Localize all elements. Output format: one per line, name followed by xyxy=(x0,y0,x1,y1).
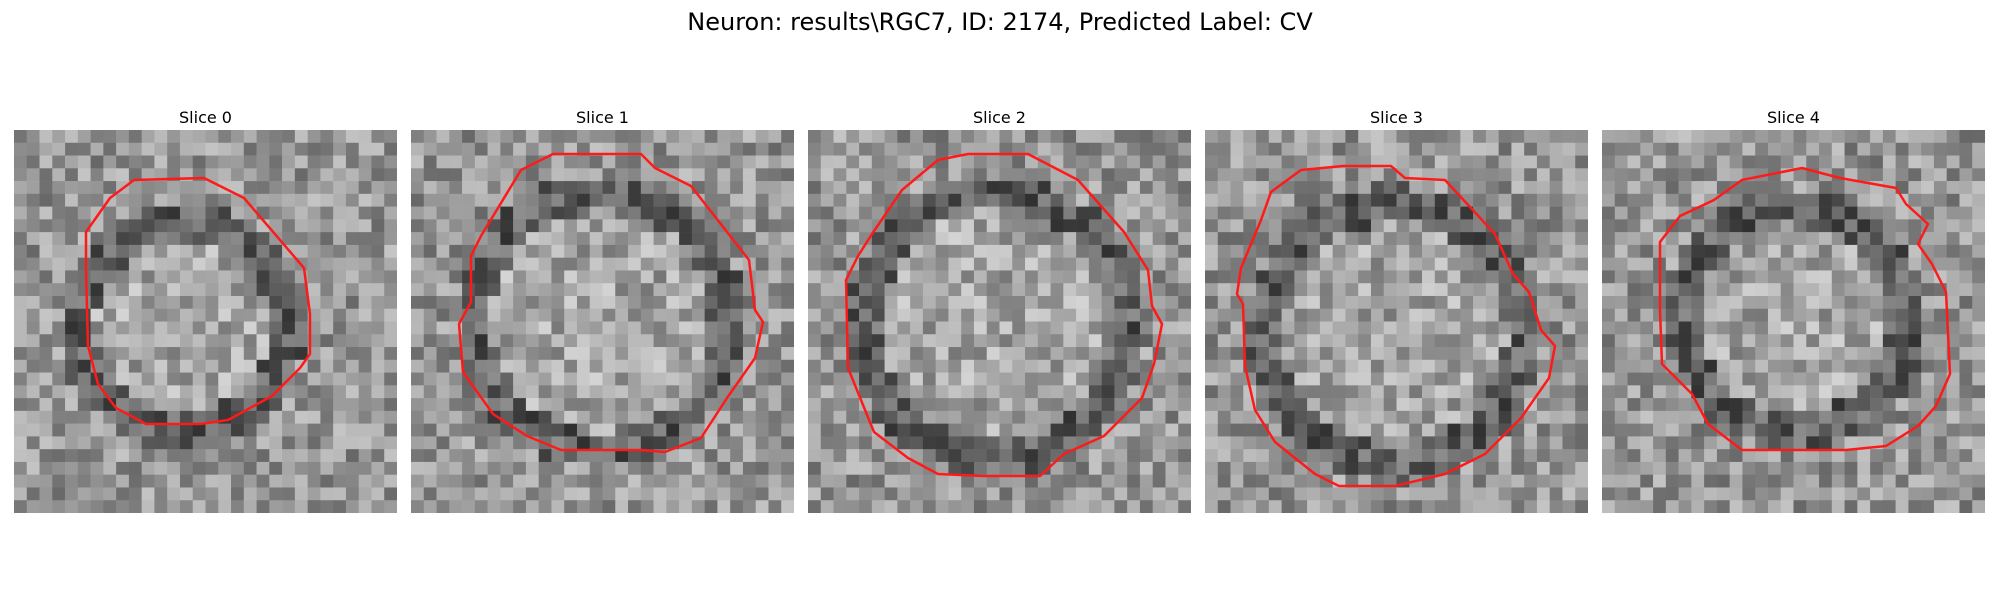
slice-image-3 xyxy=(1205,130,1588,513)
slice-panel-0: Slice 0 xyxy=(14,108,397,513)
slice-panel-2: Slice 2 xyxy=(808,108,1191,513)
figure-title: Neuron: results\RGC7, ID: 2174, Predicte… xyxy=(0,6,2000,38)
slice-title-2: Slice 2 xyxy=(808,108,1191,130)
slice-title-1: Slice 1 xyxy=(411,108,794,130)
slice-image-1 xyxy=(411,130,794,513)
slice-title-3: Slice 3 xyxy=(1205,108,1588,130)
slice-panel-1: Slice 1 xyxy=(411,108,794,513)
slice-pixels-1 xyxy=(411,130,794,513)
slice-image-2 xyxy=(808,130,1191,513)
slice-pixels-0 xyxy=(14,130,397,513)
slice-pixels-2 xyxy=(808,130,1191,513)
slice-title-4: Slice 4 xyxy=(1602,108,1985,130)
slice-image-0 xyxy=(14,130,397,513)
slice-title-0: Slice 0 xyxy=(14,108,397,130)
slice-pixels-3 xyxy=(1205,130,1588,513)
slice-panel-4: Slice 4 xyxy=(1602,108,1985,513)
slice-image-4 xyxy=(1602,130,1985,513)
slice-panel-3: Slice 3 xyxy=(1205,108,1588,513)
